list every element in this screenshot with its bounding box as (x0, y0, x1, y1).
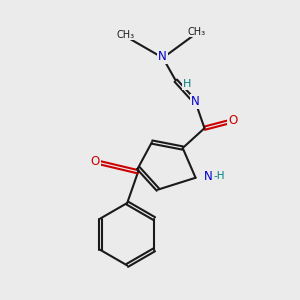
Text: CH₃: CH₃ (117, 30, 135, 40)
Text: -H: -H (214, 171, 225, 181)
Text: N: N (190, 95, 200, 108)
Text: N: N (204, 170, 212, 183)
Text: O: O (91, 155, 100, 168)
Text: O: O (228, 114, 237, 127)
Text: N: N (158, 50, 167, 63)
Text: H: H (183, 79, 191, 88)
Text: CH₃: CH₃ (188, 27, 206, 37)
